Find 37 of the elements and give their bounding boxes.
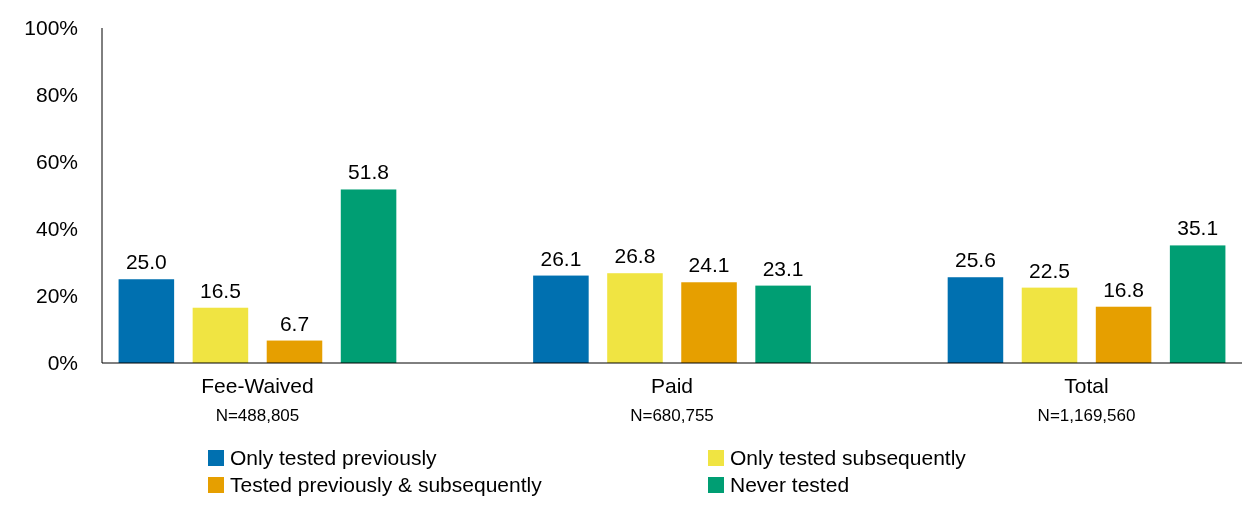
data-label: 24.1 <box>688 253 730 277</box>
data-label: 6.7 <box>279 311 310 335</box>
bar <box>340 189 397 363</box>
y-tick-label: 40% <box>35 217 78 241</box>
y-tick-label: 0% <box>47 351 78 375</box>
data-label: 26.1 <box>540 246 582 270</box>
y-tick-label: 100% <box>24 16 78 40</box>
bar <box>607 273 663 363</box>
bar <box>118 279 175 363</box>
data-label: 22.5 <box>1029 258 1070 282</box>
bar <box>1095 306 1152 363</box>
legend-label: Never tested <box>730 473 850 497</box>
bar <box>1169 245 1226 363</box>
y-tick-label: 60% <box>35 150 78 174</box>
data-label: 35.1 <box>1177 216 1219 240</box>
data-label: 25.0 <box>125 250 167 274</box>
bar <box>755 285 811 363</box>
data-label: 26.8 <box>614 244 656 268</box>
bar <box>192 307 249 363</box>
bar <box>947 277 1004 363</box>
bar <box>1021 287 1078 363</box>
data-label: 23.1 <box>762 256 804 280</box>
data-label: 16.5 <box>199 278 241 302</box>
legend-label: Only tested subsequently <box>730 446 967 470</box>
x-tick-label: Paid N=680,755 <box>630 374 714 425</box>
x-tick-label: Fee-Waived N=488,805 <box>201 374 314 425</box>
y-tick-label: 80% <box>35 83 78 107</box>
y-tick-label: 20% <box>35 284 78 308</box>
bar <box>681 282 737 363</box>
data-label: 25.6 <box>955 248 996 272</box>
x-tick-label: Total N=1,169,560 <box>1037 374 1136 425</box>
data-label: 51.8 <box>348 160 389 184</box>
legend-label: Tested previously & subsequently <box>230 473 543 497</box>
legend-label: Only tested previously <box>230 446 438 470</box>
data-label: 16.8 <box>1103 277 1145 301</box>
bar <box>266 340 323 363</box>
bar <box>533 275 589 363</box>
